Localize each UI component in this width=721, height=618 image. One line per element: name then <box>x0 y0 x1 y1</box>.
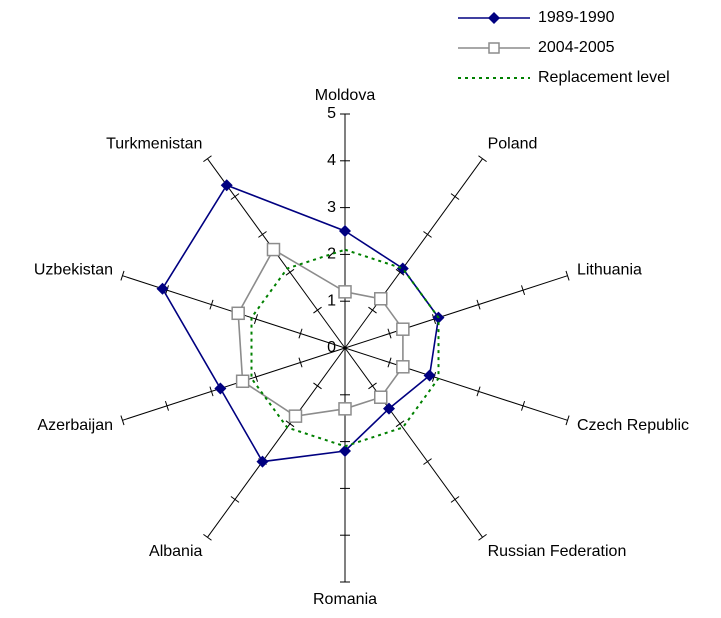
tick-mark <box>209 386 214 397</box>
y-tick-label: 0 <box>327 339 336 356</box>
tick-mark <box>478 533 487 541</box>
point <box>339 225 351 237</box>
tick-mark <box>313 382 322 390</box>
tick-mark <box>285 268 295 276</box>
tick-mark <box>298 328 303 339</box>
point <box>338 285 352 299</box>
radar-axis <box>344 347 483 538</box>
tick-mark <box>209 299 214 310</box>
tick-mark <box>387 357 392 368</box>
point <box>383 402 396 415</box>
tick-mark <box>258 231 267 238</box>
point <box>339 444 351 457</box>
category-label: Lithuania <box>577 261 642 278</box>
category-label: Moldova <box>315 87 376 104</box>
tick-mark <box>230 193 240 200</box>
point <box>374 390 388 404</box>
point <box>374 292 388 306</box>
y-tick-label: 1 <box>327 292 336 309</box>
y-tick-label: 5 <box>327 105 336 122</box>
tick-mark <box>203 155 212 163</box>
legend-marker <box>488 42 500 54</box>
point <box>220 179 233 192</box>
tick-mark <box>450 193 460 200</box>
tick-mark <box>230 496 240 503</box>
point <box>288 409 303 423</box>
point <box>396 262 409 275</box>
tick-mark <box>423 231 432 238</box>
category-label: Albania <box>149 543 202 560</box>
tick-mark <box>476 299 481 310</box>
tick-mark <box>476 386 481 397</box>
tick-mark <box>387 328 392 339</box>
tick-mark <box>313 306 322 314</box>
y-tick-label: 2 <box>327 246 336 263</box>
legend-marker <box>488 12 500 24</box>
tick-mark <box>423 458 432 465</box>
series-line <box>250 248 440 448</box>
tick-mark <box>368 382 377 390</box>
tick-mark <box>253 314 259 324</box>
radar-axis <box>344 347 568 421</box>
tick-mark <box>285 420 295 428</box>
tick-mark <box>478 155 487 163</box>
tick-mark <box>368 306 377 314</box>
point <box>214 382 227 395</box>
y-tick-label: 3 <box>327 199 336 216</box>
legend-label: Replacement level <box>538 69 670 86</box>
radar-axis <box>344 275 568 349</box>
tick-mark <box>120 270 125 281</box>
radar-axis <box>207 347 346 538</box>
point <box>266 242 281 257</box>
tick-mark <box>164 400 169 411</box>
category-label: Uzbekistan <box>34 261 113 278</box>
category-label: Turkmenistan <box>106 135 202 152</box>
category-label: Romania <box>313 591 377 608</box>
legend-label: 2004-2005 <box>538 39 615 56</box>
radar-axis <box>344 158 483 349</box>
category-label: Azerbaijan <box>37 417 113 434</box>
tick-mark <box>253 372 259 382</box>
point <box>396 360 410 374</box>
tick-mark <box>565 270 570 281</box>
point <box>338 402 352 416</box>
y-tick-label: 4 <box>327 152 336 169</box>
legend-label: 1989-1990 <box>538 9 615 26</box>
category-label: Russian Federation <box>488 543 627 560</box>
tick-mark <box>450 496 460 503</box>
point <box>235 374 250 389</box>
radar-axis <box>122 347 346 421</box>
category-label: Poland <box>488 135 538 152</box>
point <box>423 369 436 382</box>
tick-mark <box>521 400 526 411</box>
tick-mark <box>395 420 405 428</box>
tick-mark <box>298 357 303 368</box>
point <box>256 455 269 468</box>
category-label: Czech Republic <box>577 417 689 434</box>
tick-mark <box>203 533 212 541</box>
tick-mark <box>565 415 570 426</box>
point <box>396 322 410 336</box>
point <box>231 306 245 321</box>
point <box>156 282 169 295</box>
tick-mark <box>120 415 125 426</box>
tick-mark <box>521 285 526 296</box>
